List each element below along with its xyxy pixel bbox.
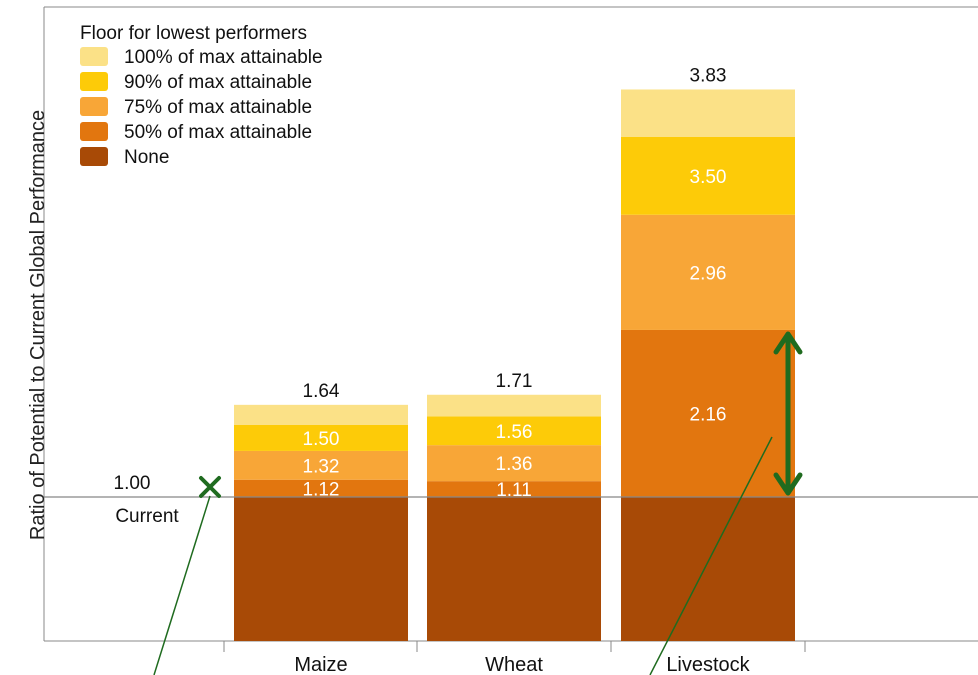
annotations-group [153,331,803,675]
bar-segment-livestock-4 [621,89,795,137]
current-marker-x-icon [199,476,221,498]
x-tick-label: Maize [294,654,347,675]
bar-total-label: 3.83 [690,65,727,86]
segment-value-label: 1.32 [303,456,340,477]
bar-segment-wheat-3 [427,416,601,446]
legend-swatch [80,97,108,116]
legend-entry-label: 75% of max attainable [124,97,312,118]
legend-title: Floor for lowest performers [80,23,307,44]
bars-group: 1.121.32 1.50 1.64 Maize 1.11 1.36 1.56 1.71 Whe… [234,65,795,675]
bar-total-label: 1.71 [496,371,533,392]
segment-value-label: 1.36 [496,454,533,475]
reference-value-label: 1.00 [114,473,151,494]
legend: Floor for lowest performers 100% of max … [80,23,323,168]
bar-segment-livestock-1 [621,329,795,497]
bar-segment-wheat-4 [427,394,601,417]
bar-segment-wheat-2 [427,445,601,482]
bar-segment-maize-1 [234,479,408,497]
bar-segment-livestock-2 [621,214,795,330]
legend-entry-label: 90% of max attainable [124,72,312,93]
segment-value-label: 3.50 [690,167,727,188]
pointer-line-left [153,495,211,675]
bar-total-label: 1.64 [303,381,340,402]
legend-swatch [80,147,108,166]
segment-value-label: 2.96 [690,263,727,284]
bar-segment-maize-0 [234,497,408,641]
bar-segment-wheat-1 [427,481,601,497]
y-axis-label: Ratio of Potential to Current Global Per… [27,110,49,540]
x-ticks-group [223,641,806,652]
pointer-line-right [649,436,773,675]
legend-entry-label: 50% of max attainable [124,122,312,143]
bar-segment-maize-4 [234,404,408,425]
x-tick-label: Livestock [666,654,750,675]
bar-segment-wheat-0 [427,497,601,641]
legend-swatch [80,47,108,66]
bar-segment-livestock-0 [621,497,795,641]
x-tick-label: Wheat [485,654,543,675]
bar-segment-maize-2 [234,450,408,480]
arrow-up-icon [773,331,803,355]
segment-value-label: 1.11 [496,480,532,501]
legend-entry-label: 100% of max attainable [124,47,323,68]
legend-entry-label: None [124,147,169,168]
segment-value-label: 2.16 [690,404,727,425]
bar-segment-livestock-3 [621,137,795,215]
legend-swatch [80,122,108,141]
bar-segment-maize-3 [234,425,408,451]
reference-text-label: Current [115,506,179,527]
segment-value-label: 1.50 [303,429,340,450]
arrow-down-icon [773,472,803,496]
segment-value-label: 1.12 [303,479,340,500]
legend-swatch [80,72,108,91]
segment-value-label: 1.56 [496,422,533,443]
